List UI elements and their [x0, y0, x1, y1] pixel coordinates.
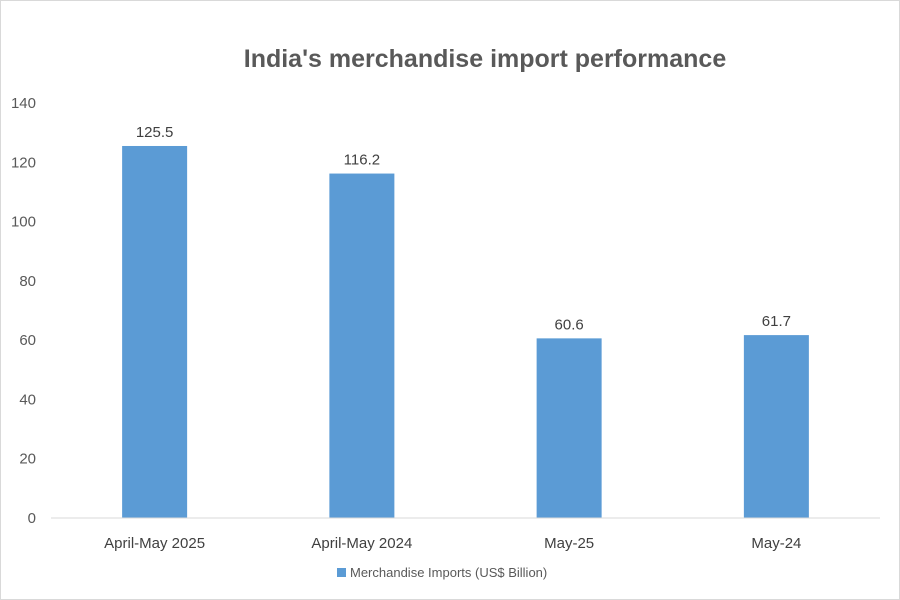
y-tick-label: 120 [11, 154, 36, 171]
x-tick-label: April-May 2024 [311, 535, 412, 552]
y-tick-label: 140 [11, 95, 36, 112]
y-tick-label: 100 [11, 214, 36, 231]
legend-swatch [337, 568, 346, 577]
y-tick-label: 20 [19, 451, 36, 468]
bar-group [122, 145, 809, 519]
data-label: 61.7 [762, 313, 791, 330]
bar [329, 173, 395, 519]
bar [743, 335, 809, 518]
y-tick-label: 80 [19, 273, 36, 290]
x-tick-label: May-25 [544, 535, 594, 552]
x-axis: April-May 2025 April-May 2024 May-25 May-24 [104, 535, 801, 552]
chart-title: India's merchandise import performance [244, 45, 727, 73]
bar [536, 338, 602, 518]
bar [122, 145, 188, 518]
data-label: 125.5 [136, 124, 174, 141]
data-label: 60.6 [555, 316, 584, 333]
x-tick-label: April-May 2025 [104, 535, 205, 552]
y-tick-label: 60 [19, 332, 36, 349]
legend-label: Merchandise Imports (US$ Billion) [350, 565, 547, 580]
y-tick-label: 40 [19, 391, 36, 408]
legend: Merchandise Imports (US$ Billion) [337, 565, 547, 580]
data-label: 116.2 [344, 152, 380, 169]
data-label-group: 125.5 116.2 60.6 61.7 [136, 124, 791, 333]
y-axis: 0 20 40 60 80 100 120 140 [11, 95, 36, 527]
y-tick-label: 0 [28, 510, 36, 527]
x-tick-label: May-24 [751, 535, 801, 552]
